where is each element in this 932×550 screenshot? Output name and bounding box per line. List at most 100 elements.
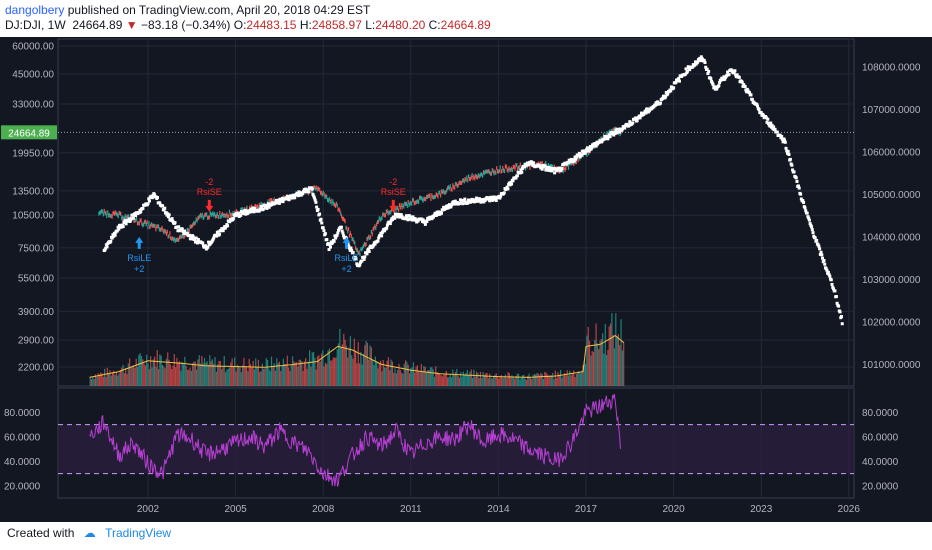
down-arrow-icon: ▼ [125,18,138,32]
projection-point [239,210,243,214]
volume-bar [553,379,555,386]
x-tick-label: 2008 [312,504,335,515]
volume-bar [541,373,543,386]
projection-point [784,146,788,150]
volume-bar [93,379,95,386]
price-candle [325,193,327,198]
price-candle [471,173,473,178]
volume-bar [334,357,336,386]
price-candle [380,216,382,221]
projection-point [560,166,564,170]
projection-point [791,168,795,172]
price-candle [370,229,372,234]
projection-point [580,153,584,157]
price-candle [383,212,385,217]
tradingview-brand[interactable]: TradingView [105,526,172,540]
projection-point [339,225,343,229]
projection-point [606,137,610,141]
price-candle [551,163,553,168]
volume-bar [407,364,409,386]
projection-point [188,233,192,237]
projection-point [740,80,744,84]
projection-point [363,255,367,259]
price-candle [517,167,519,172]
projection-point [216,230,220,234]
volume-bar [356,363,358,386]
volume-bar [336,349,338,386]
projection-point [223,226,227,230]
long-signal-count: +2 [341,264,351,274]
price-pane[interactable] [57,38,855,387]
author-link[interactable]: dangolbery [5,3,65,17]
price-candle [373,226,375,231]
price-candle [107,210,109,215]
price-candle [167,234,169,239]
projection-point [621,127,624,131]
volume-bar [332,357,334,386]
price-candle [125,216,127,221]
volume-bar [259,371,261,386]
price-candle [468,176,471,181]
tradingview-logo-icon[interactable]: ☁ [83,526,96,540]
volume-bar [139,353,141,386]
projection-point [594,144,598,148]
price-candle [220,214,222,219]
projection-point [347,244,351,248]
projection-point [783,140,787,144]
projection-point [520,166,524,170]
chart-frame[interactable]: RsiLE +2 -2 RsiSE RsiLE +2 -2 RsiSE 2002 2005 200… [0,37,932,522]
price-candle [120,212,122,217]
projection-point [425,220,429,224]
projection-point [623,126,627,130]
volume-bar [606,354,608,386]
price-candle [440,189,443,194]
volume-bar [512,376,514,386]
projection-point [577,151,581,155]
projection-point [358,261,362,265]
volume-bar [474,376,476,386]
price-candle [473,174,475,179]
volume-bar [538,375,541,386]
volume-bar [152,359,154,386]
volume-bar [361,364,363,386]
price-candle [577,158,579,163]
price-candle [208,215,210,220]
symbol-legend: DJ:DJI, 1W 24664.89 ▼ −83.18 (−0.34%) O:… [5,18,491,32]
volume-bar [454,371,457,386]
volume-bar [506,378,508,386]
volume-bar [248,358,250,386]
volume-bar [425,372,428,386]
short-arrow-icon [389,199,398,212]
price-candle [495,170,497,175]
price-candle [606,131,608,136]
price-candle [407,199,409,204]
projection-point [756,104,760,108]
close-label: C: [428,18,441,32]
volume-bar [226,369,228,386]
volume-bar [102,376,104,386]
projection-point [185,232,189,236]
volume-bar [326,363,328,386]
volume-bar [525,380,528,386]
projection-point [342,234,346,238]
price-candle [482,170,485,175]
price-candle [456,183,458,188]
price-candle [464,176,466,181]
price-candle [111,214,113,219]
price-candle [218,214,220,219]
projection-point [388,222,392,226]
projection-point [350,248,354,252]
price-candle [404,201,406,206]
projection-point [312,194,316,198]
projection-point [583,151,587,155]
volume-bar [590,355,592,386]
projection-point [291,193,295,197]
projection-point [170,217,174,221]
volume-bar [150,356,152,386]
projection-point [523,165,527,169]
projection-point [672,86,676,90]
price-candle [198,215,200,220]
volume-bar [481,378,483,386]
projection-point [362,257,366,261]
